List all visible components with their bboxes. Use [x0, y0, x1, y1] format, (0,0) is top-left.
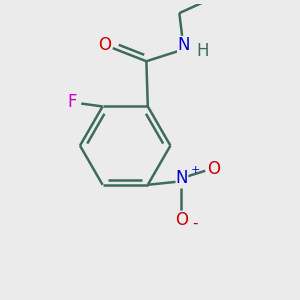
Text: N: N [177, 36, 190, 54]
Text: -: - [193, 216, 198, 231]
Text: O: O [175, 211, 188, 229]
Text: F: F [68, 93, 77, 111]
Text: +: + [191, 165, 200, 175]
Text: H: H [196, 42, 209, 60]
Text: O: O [208, 160, 220, 178]
Text: O: O [98, 36, 111, 54]
Text: N: N [176, 169, 188, 187]
